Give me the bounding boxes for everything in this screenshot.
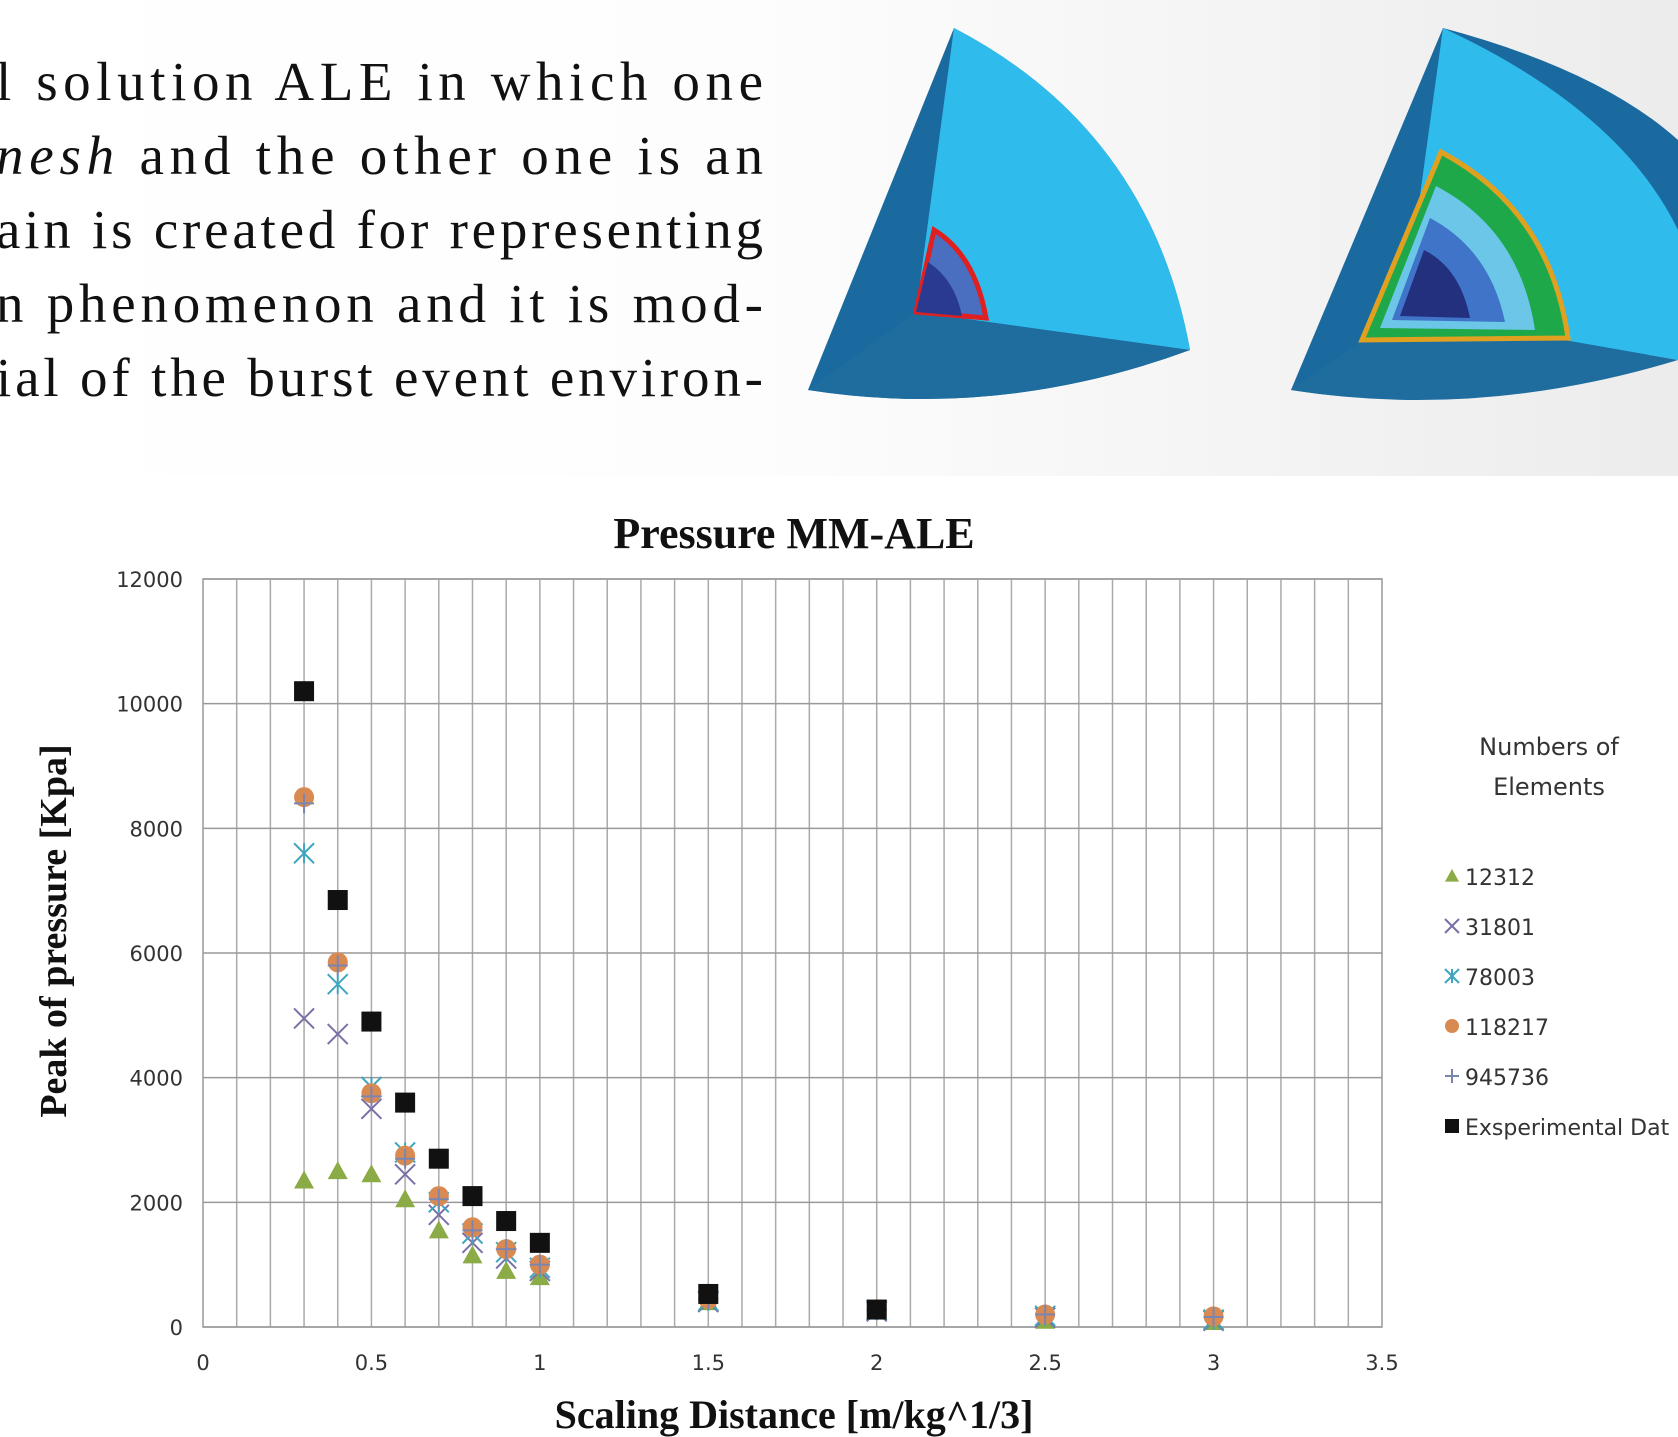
marker-part — [462, 1186, 482, 1206]
x-tick-label: 1 — [533, 1351, 546, 1375]
marker — [361, 1012, 381, 1032]
x-tick-label: 0 — [196, 1351, 209, 1375]
chart-title: Pressure MM-ALE — [613, 509, 974, 558]
marker-part — [395, 1093, 415, 1113]
y-tick-label: 12000 — [116, 568, 183, 592]
legend: Numbers of Elements 12312 31801 78003 118217 9… — [1445, 733, 1670, 1141]
marker-part — [867, 1300, 887, 1320]
marker — [1445, 869, 1459, 882]
x-tick-label: 2.5 — [1028, 1351, 1061, 1375]
y-tick-label: 4000 — [130, 1067, 183, 1091]
legend-label: Exsperimental Dat — [1465, 1116, 1670, 1141]
x-tick-label: 1.5 — [692, 1351, 725, 1375]
marker — [1445, 969, 1459, 983]
marker — [1445, 1019, 1459, 1033]
marker-part — [361, 1012, 381, 1032]
y-tick-label: 6000 — [130, 942, 183, 966]
marker-part — [429, 1149, 449, 1169]
marker-part — [698, 1284, 718, 1304]
legend-title: Elements — [1493, 773, 1605, 801]
x-axis-label: Scaling Distance [m/kg^1/3] — [555, 1392, 1034, 1437]
marker — [462, 1186, 482, 1206]
legend-title: Numbers of — [1479, 733, 1619, 761]
page: l solution ALE in which one nesh and the… — [0, 0, 1678, 1437]
marker — [867, 1300, 887, 1320]
marker-part — [328, 890, 348, 910]
x-tick-label: 0.5 — [355, 1351, 388, 1375]
marker-part — [294, 681, 314, 701]
marker — [395, 1093, 415, 1113]
marker-part — [530, 1233, 550, 1253]
y-tick-label: 10000 — [116, 693, 183, 717]
chart: Pressure MM-ALE Peak of pressure [Kpa] S… — [33, 509, 1670, 1437]
marker — [1445, 1119, 1459, 1133]
text-span: and the other one is an — [120, 125, 763, 186]
marker — [294, 681, 314, 701]
x-tick-label: 2 — [870, 1351, 883, 1375]
text-line: ain is created for representing — [0, 199, 763, 260]
marker — [1445, 1069, 1459, 1083]
y-tick-label: 2000 — [130, 1191, 183, 1215]
y-tick-label: 0 — [170, 1316, 183, 1340]
marker — [429, 1149, 449, 1169]
marker — [698, 1284, 718, 1304]
x-tick-label: 3.5 — [1365, 1351, 1398, 1375]
text-line: ial of the burst event environ- — [0, 347, 763, 408]
marker — [496, 1211, 516, 1231]
marker-part — [1445, 869, 1459, 882]
legend-label: 12312 — [1465, 866, 1535, 891]
marker — [328, 890, 348, 910]
legend-label: 31801 — [1465, 916, 1535, 941]
legend-label: 78003 — [1465, 966, 1535, 991]
marker — [530, 1233, 550, 1253]
legend-label: 945736 — [1465, 1066, 1549, 1091]
marker-part — [496, 1211, 516, 1231]
text-line: n phenomenon and it is mod- — [0, 273, 763, 334]
marker-part — [1445, 1019, 1459, 1033]
x-tick-label: 3 — [1207, 1351, 1220, 1375]
y-tick-label: 8000 — [130, 817, 183, 841]
y-axis-label: Peak of pressure [Kpa] — [33, 744, 75, 1117]
legend-label: 118217 — [1465, 1016, 1549, 1041]
marker — [1445, 919, 1459, 933]
marker-part — [1445, 1119, 1459, 1133]
